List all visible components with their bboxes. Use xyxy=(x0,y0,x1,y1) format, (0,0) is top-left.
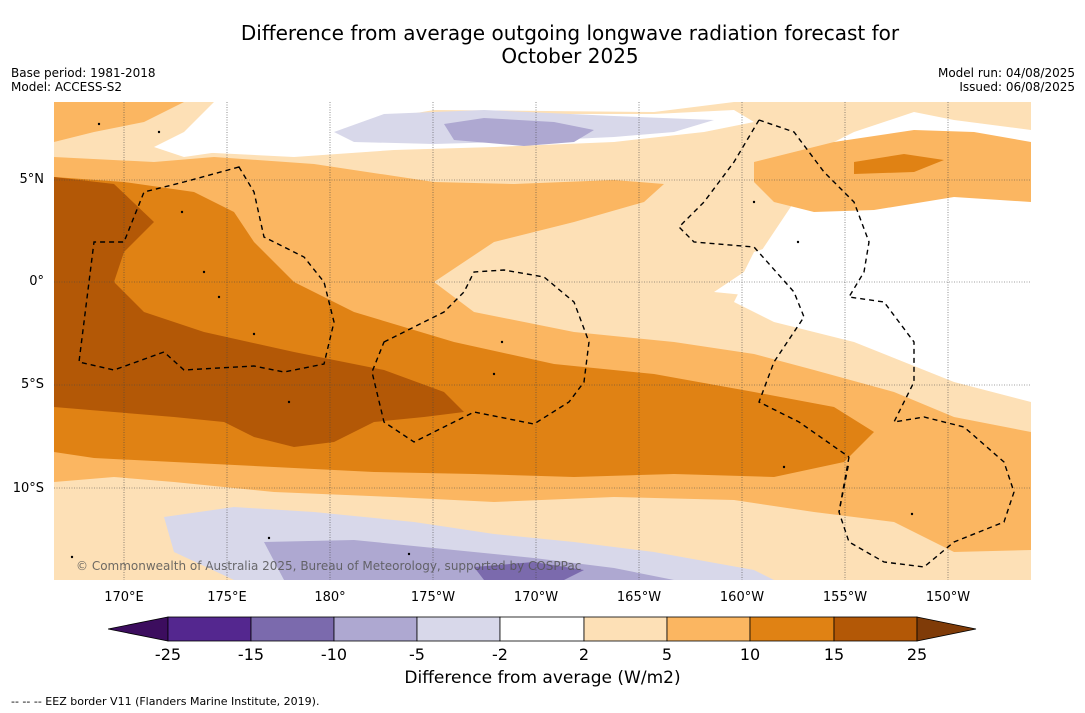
eez-border-kiribati-north xyxy=(758,119,1015,568)
eez-border-tokelau xyxy=(371,269,590,443)
island-dot xyxy=(500,340,504,344)
island-dot xyxy=(180,210,184,214)
island-dot xyxy=(407,552,411,556)
colorbar-bin-neg15-neg10 xyxy=(250,616,335,642)
colorbar-tick: 2 xyxy=(578,645,590,664)
colorbar-tick: -15 xyxy=(237,645,265,664)
anomaly-map xyxy=(54,102,1031,580)
lon-label-175e: 175°E xyxy=(207,590,247,605)
island-dot xyxy=(217,295,221,299)
lat-label-5n: 5°N xyxy=(19,172,45,187)
colorbar-bin-neg5-neg2 xyxy=(416,616,501,642)
model-name: Model: ACCESS-S2 xyxy=(11,80,123,94)
island-dot xyxy=(157,130,161,134)
model-run: Model run: 04/08/2025 xyxy=(937,66,1075,80)
title-line-1: Difference from average outgoing longwav… xyxy=(240,21,900,45)
island-dot xyxy=(97,122,101,126)
colorbar-tick: 10 xyxy=(739,645,761,664)
lat-label-10s: 10°S xyxy=(12,481,44,496)
lon-label-160w: 160°W xyxy=(719,590,765,605)
colorbar xyxy=(108,616,977,642)
colorbar-extend-low xyxy=(108,616,169,642)
colorbar-bin-2-5 xyxy=(583,616,668,642)
colorbar-label: Difference from average (W/m2) xyxy=(404,668,681,688)
eez-borders xyxy=(78,119,1015,568)
island-dot xyxy=(796,240,800,244)
issued-date: Issued: 06/08/2025 xyxy=(959,80,1075,94)
colorbar-tick: 15 xyxy=(823,645,845,664)
title-line-2: October 2025 xyxy=(501,44,639,68)
lon-label-170e: 170°E xyxy=(104,590,144,605)
lon-label-165w: 165°W xyxy=(616,590,662,605)
island-dot xyxy=(910,512,914,516)
lat-label-0: 0° xyxy=(29,274,44,289)
colorbar-bin-5-10 xyxy=(666,616,751,642)
island-dot xyxy=(70,555,74,559)
anomaly-region-neg5-north xyxy=(444,118,594,146)
anomaly-region-neg10-south xyxy=(474,562,584,580)
colorbar-tick: -25 xyxy=(154,645,182,664)
colorbar-bin-10-15 xyxy=(749,616,835,642)
lon-label-175w: 175°W xyxy=(410,590,456,605)
lat-label-5s: 5°S xyxy=(20,377,44,392)
island-dot xyxy=(492,372,496,376)
colorbar-bin-neg25-neg15 xyxy=(167,616,252,642)
lon-label-150w: 150°W xyxy=(925,590,971,605)
lon-label-155w: 155°W xyxy=(822,590,868,605)
island-dot xyxy=(782,465,786,469)
colorbar-tick: -2 xyxy=(492,645,508,664)
run-info: Model run: 04/08/2025 Issued: 06/08/2025 xyxy=(938,66,1075,94)
map-title: Difference from average outgoing longwav… xyxy=(0,22,1085,68)
island-dot xyxy=(202,270,206,274)
lon-label-180: 180° xyxy=(314,590,346,605)
eez-border-tuvalu xyxy=(78,166,335,373)
anomaly-region-neutral-east xyxy=(714,227,1031,342)
colorbar-tick: 25 xyxy=(906,645,928,664)
colorbar-bin-15-25 xyxy=(833,616,918,642)
colorbar-extend-high xyxy=(916,616,977,642)
island-dot xyxy=(287,400,291,404)
island-dot xyxy=(252,332,256,336)
colorbar-tick: -5 xyxy=(409,645,425,664)
eez-border-kiribati-central xyxy=(678,119,850,513)
island-dot xyxy=(752,200,756,204)
colorbar-bin-neg10-neg5 xyxy=(333,616,418,642)
copyright-notice: © Commonwealth of Australia 2025, Bureau… xyxy=(76,559,582,573)
model-info: Base period: 1981-2018 Model: ACCESS-S2 xyxy=(11,66,156,94)
base-period: Base period: 1981-2018 xyxy=(11,66,156,80)
lon-label-170w: 170°W xyxy=(513,590,559,605)
colorbar-tick: 5 xyxy=(661,645,673,664)
island-dot xyxy=(267,536,271,540)
island-dots xyxy=(70,122,914,559)
eez-footnote: -- -- -- EEZ border V11 (Flanders Marine… xyxy=(11,695,320,708)
anomaly-region-15-25 xyxy=(54,177,464,447)
colorbar-tick: -10 xyxy=(320,645,348,664)
colorbar-bin-neg2-2 xyxy=(499,616,585,642)
graticule xyxy=(54,102,1031,580)
